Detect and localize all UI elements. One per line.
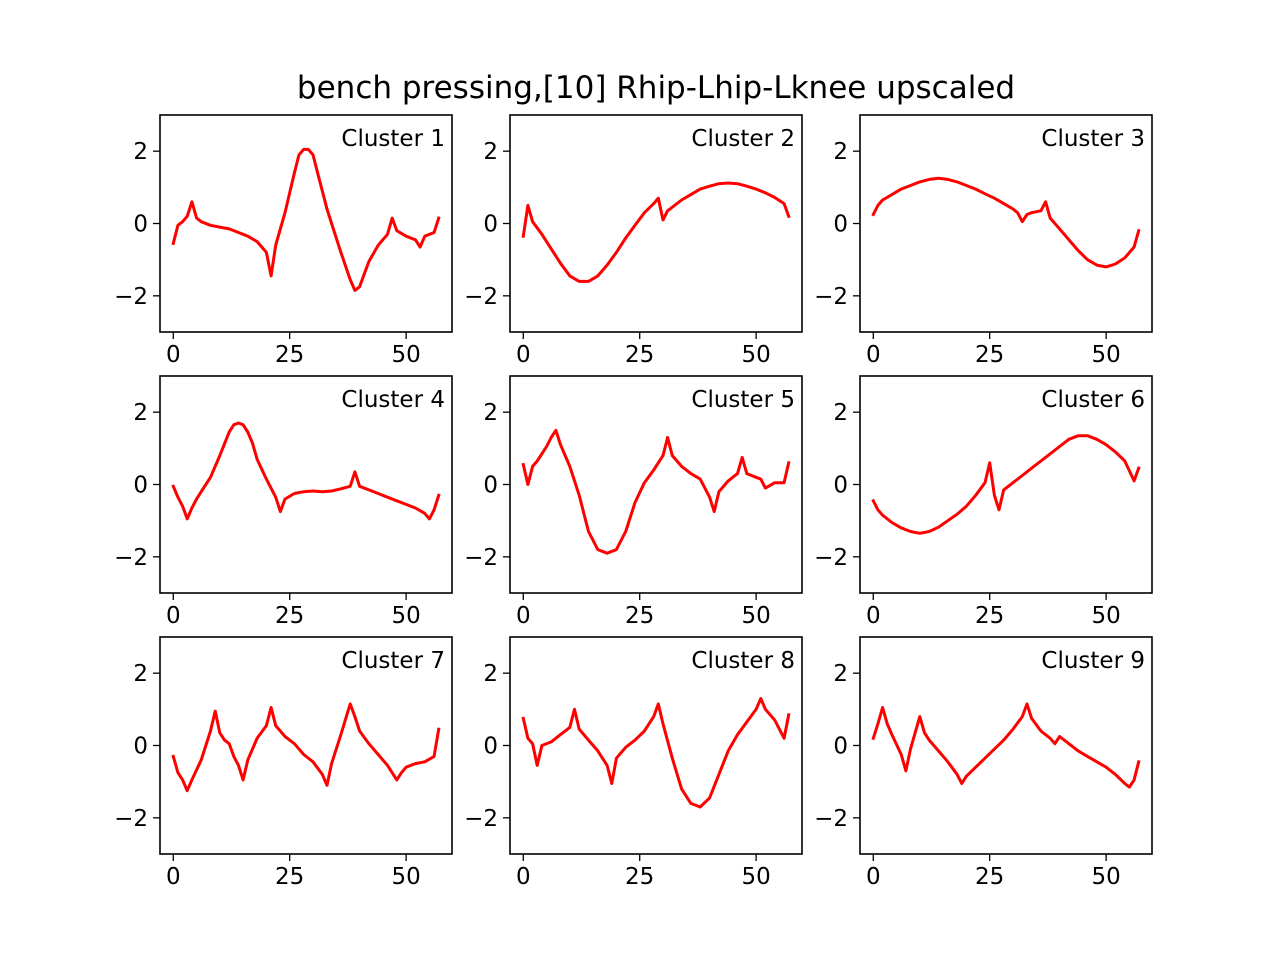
panel-9: 0 25 50 2 0 −2 Cluster 9 [814,636,1153,890]
panel-5-y-tick-label: −2 [464,545,498,571]
panel-7-y-tick-label: −2 [114,806,148,832]
panel-8: 0 25 50 2 0 −2 Cluster 8 [464,636,803,890]
panel-9-x-tick-label: 25 [975,864,1004,890]
panel-8-series-line [521,697,791,809]
panel-7-series-line [171,702,441,793]
panel-1-label: Cluster 1 [341,126,445,152]
panel-4-x-tick-label: 0 [166,603,181,629]
panel-8-y-tick-label: 2 [483,661,498,687]
panel-6-y-tick-label: 0 [833,473,848,499]
panel-4-x-tick-label: 50 [391,603,420,629]
panel-9-series-line [871,702,1141,789]
panels-container: 0 25 50 2 0 −2 Cluster 1 0 25 50 2 0 −2 Cluster 2 0 25 5… [114,114,1153,890]
panel-5: 0 25 50 2 0 −2 Cluster 5 [464,375,803,629]
panel-2-frame [509,114,803,333]
panel-3-x-tick-label: 25 [975,342,1004,368]
panel-2-x-tick-label: 0 [516,342,531,368]
panel-6-x-tick-label: 0 [866,603,881,629]
panel-3-y-tick-label: 2 [833,139,848,165]
panel-7-y-tick-label: 2 [133,661,148,687]
panel-8-x-tick-label: 50 [741,864,770,890]
panel-8-x-tick-label: 0 [516,864,531,890]
panel-2-y-tick-label: 0 [483,212,498,238]
panel-9-y-tick-label: 2 [833,661,848,687]
panel-1-x-tick-label: 0 [166,342,181,368]
panel-9-label: Cluster 9 [1041,648,1145,674]
panel-6: 0 25 50 2 0 −2 Cluster 6 [814,375,1153,629]
chart-title: bench pressing,[10] Rhip-Lhip-Lknee upsc… [297,70,1015,106]
panel-9-frame [859,636,1153,855]
panel-7-y-tick-label: 0 [133,734,148,760]
panel-2-x-tick-label: 50 [741,342,770,368]
panel-1: 0 25 50 2 0 −2 Cluster 1 [114,114,453,368]
panel-5-x-tick-label: 50 [741,603,770,629]
panel-7-frame [159,636,453,855]
panel-6-y-tick-label: 2 [833,400,848,426]
panel-5-y-tick-label: 0 [483,473,498,499]
panel-4-y-tick-label: 0 [133,473,148,499]
panel-5-frame [509,375,803,594]
panel-7-label: Cluster 7 [341,648,445,674]
panel-2-y-tick-label: −2 [464,284,498,310]
panel-5-label: Cluster 5 [691,387,795,413]
panel-5-x-tick-label: 25 [625,603,654,629]
panel-2-series-line [521,181,791,283]
panel-8-frame [509,636,803,855]
panel-9-y-tick-label: 0 [833,734,848,760]
panel-4-y-tick-label: −2 [114,545,148,571]
panel-6-frame [859,375,1153,594]
panel-8-y-tick-label: −2 [464,806,498,832]
panel-9-x-tick-label: 50 [1091,864,1120,890]
panel-4-series-line [171,421,441,521]
panel-3-x-tick-label: 0 [866,342,881,368]
panel-7-x-tick-label: 25 [275,864,304,890]
panel-5-x-tick-label: 0 [516,603,531,629]
panel-2: 0 25 50 2 0 −2 Cluster 2 [464,114,803,368]
panel-6-x-tick-label: 25 [975,603,1004,629]
panel-1-series-line [171,147,441,292]
panel-7: 0 25 50 2 0 −2 Cluster 7 [114,636,453,890]
panel-8-y-tick-label: 0 [483,734,498,760]
panel-6-series-line [871,434,1141,535]
panel-8-label: Cluster 8 [691,648,795,674]
panel-4-label: Cluster 4 [341,387,445,413]
panel-3-label: Cluster 3 [1041,126,1145,152]
panel-3-series-line [871,176,1141,269]
panel-8-x-tick-label: 25 [625,864,654,890]
panel-6-y-tick-label: −2 [814,545,848,571]
panel-9-x-tick-label: 0 [866,864,881,890]
panel-4: 0 25 50 2 0 −2 Cluster 4 [114,375,453,629]
panel-4-frame [159,375,453,594]
panel-1-y-tick-label: 0 [133,212,148,238]
panel-1-x-tick-label: 25 [275,342,304,368]
panel-6-label: Cluster 6 [1041,387,1145,413]
panel-3-y-tick-label: 0 [833,212,848,238]
panel-3-y-tick-label: −2 [814,284,848,310]
panel-6-x-tick-label: 50 [1091,603,1120,629]
panel-5-y-tick-label: 2 [483,400,498,426]
panel-2-y-tick-label: 2 [483,139,498,165]
panel-3-frame [859,114,1153,333]
panel-1-y-tick-label: 2 [133,139,148,165]
panel-4-y-tick-label: 2 [133,400,148,426]
panel-2-x-tick-label: 25 [625,342,654,368]
panel-5-series-line [521,428,791,555]
panel-3-x-tick-label: 50 [1091,342,1120,368]
panel-7-x-tick-label: 50 [391,864,420,890]
panel-3: 0 25 50 2 0 −2 Cluster 3 [814,114,1153,368]
panel-2-label: Cluster 2 [691,126,795,152]
panel-9-y-tick-label: −2 [814,806,848,832]
panel-1-x-tick-label: 50 [391,342,420,368]
panel-1-y-tick-label: −2 [114,284,148,310]
panel-7-x-tick-label: 0 [166,864,181,890]
panel-4-x-tick-label: 25 [275,603,304,629]
